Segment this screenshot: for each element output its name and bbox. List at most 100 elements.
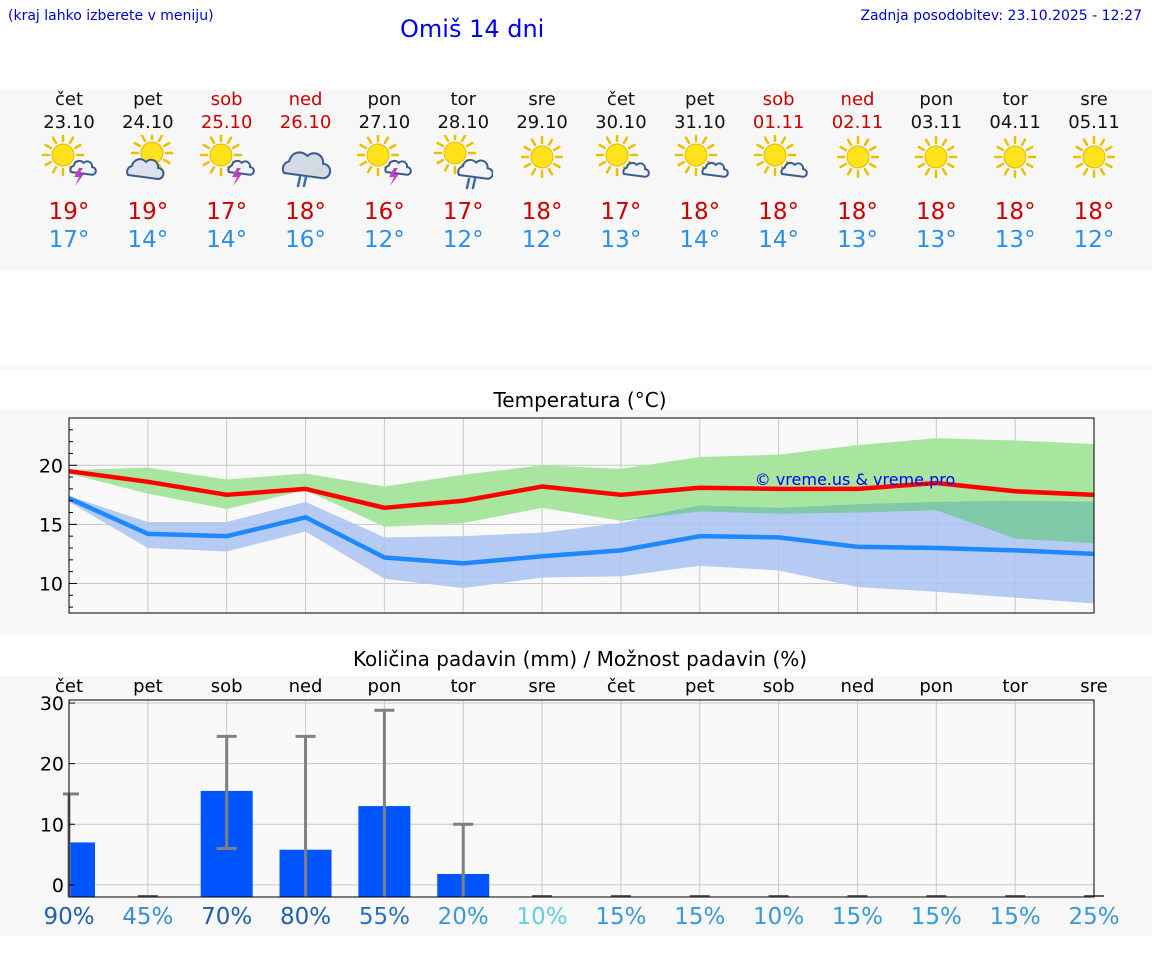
precipitation-chart: čet pet sob ned pon tor sre čet pet sob ned pon tor s… (40, 676, 1108, 898)
max-temp: 18° (679, 199, 721, 225)
category-label: sob (763, 676, 795, 697)
max-temp: 18° (837, 199, 878, 225)
day-name: tor (450, 89, 476, 110)
max-temp: 19° (48, 199, 90, 225)
sun-cloud-thunder-icon (199, 135, 255, 186)
y-tick-label: 15 (39, 514, 63, 536)
max-temp: 17° (600, 199, 642, 225)
day-name: pet (133, 89, 163, 110)
day-date: 29.10 (516, 112, 568, 133)
sun-small-cloud-icon (753, 135, 808, 178)
precip-probability: 15% (910, 904, 962, 930)
day-date: 01.11 (752, 112, 805, 133)
precip-probability: 25% (1068, 904, 1120, 930)
min-temp: 14° (758, 227, 800, 253)
watermark: © vreme.us & vreme.pro (755, 470, 956, 489)
sun-icon (520, 135, 564, 179)
max-temp: 16° (364, 199, 405, 225)
day-name: sre (1080, 89, 1108, 110)
day-date: 28.10 (437, 112, 490, 133)
min-temp: 13° (600, 227, 642, 253)
day-name: pon (919, 89, 954, 110)
min-temp: 12° (1073, 227, 1115, 253)
precip-probability: 90% (43, 904, 95, 930)
last-updated: Zadnja posodobitev: 23.10.2025 - 12:27 (860, 8, 1142, 24)
day-name: čet (606, 89, 635, 110)
day-name: tor (1002, 89, 1028, 110)
category-label: sob (211, 676, 243, 697)
precip-probability: 70% (201, 904, 253, 930)
category-label: sre (528, 676, 555, 697)
day-date: 26.10 (279, 112, 332, 133)
overlap-range-band (69, 473, 1094, 544)
precip-probability: 10% (753, 904, 805, 930)
plot-frame (68, 699, 1095, 898)
min-temp: 16° (285, 227, 326, 253)
sun-small-cloud-icon (674, 135, 729, 178)
max-temp-line (68, 468, 1095, 511)
day-name: pet (685, 89, 715, 110)
min-temp: 13° (837, 227, 878, 253)
temperature-chart: 10 15 20 © vreme.us & vreme.pro (39, 417, 1095, 614)
category-label: tor (450, 676, 476, 697)
precip-probability: 15% (674, 904, 726, 930)
sun-cloud-icon (126, 135, 174, 180)
min-temp: 12° (364, 227, 405, 253)
day-date: 27.10 (358, 112, 411, 133)
precip-probability: 55% (358, 904, 410, 930)
min-temp: 14° (127, 227, 169, 253)
sun-cloud-thunder-icon (41, 135, 97, 186)
min-temp-line (68, 496, 1095, 566)
plot-frame (68, 417, 1095, 614)
day-date: 30.10 (595, 112, 647, 133)
precip-probability: 20% (437, 904, 489, 930)
day-date: 25.10 (200, 112, 253, 133)
sun-cloud-thunder-icon (357, 135, 413, 186)
min-temp-range-band (69, 496, 1094, 604)
max-temp: 18° (285, 199, 326, 225)
day-date: 05.11 (1068, 112, 1120, 133)
category-label: sre (1080, 676, 1107, 697)
max-temp: 17° (442, 199, 484, 225)
region-menu-note[interactable]: (kraj lahko izberete v meniju) (8, 8, 214, 24)
precip-probability: 15% (595, 904, 647, 930)
category-label: pet (685, 676, 715, 697)
divider (0, 365, 1152, 370)
category-label: pet (133, 676, 163, 697)
day-date: 23.10 (43, 112, 95, 133)
category-label: ned (841, 676, 875, 697)
max-temp: 19° (127, 199, 169, 225)
precip-probability: 15% (989, 904, 1041, 930)
day-name: ned (288, 89, 323, 110)
day-date: 31.10 (674, 112, 726, 133)
category-label: ned (289, 676, 323, 697)
sun-cloud-rain-icon (434, 135, 494, 190)
min-temp: 14° (206, 227, 248, 253)
day-name: sre (528, 89, 556, 110)
y-tick-label: 30 (40, 693, 64, 715)
precip-bar (69, 842, 95, 897)
category-label: pon (367, 676, 401, 697)
min-temp: 12° (442, 227, 484, 253)
day-name: sob (762, 89, 795, 110)
day-name: čet (54, 89, 84, 110)
temperature-chart-title: Temperatura (°C) (493, 388, 667, 412)
y-tick-label: 20 (40, 754, 64, 776)
day-date: 24.10 (122, 112, 174, 133)
min-temp: 17° (48, 227, 90, 253)
day-name: pon (367, 89, 402, 110)
category-label: čet (55, 676, 83, 697)
sun-icon (915, 135, 958, 179)
sun-icon (993, 135, 1037, 179)
category-label: tor (1002, 676, 1028, 697)
precip-probability: 45% (122, 904, 174, 930)
day-date: 04.11 (989, 112, 1041, 133)
min-temp: 13° (994, 227, 1036, 253)
day-date: 02.11 (831, 112, 884, 133)
min-temp: 13° (915, 227, 957, 253)
max-temp: 17° (206, 199, 248, 225)
sun-icon (1072, 135, 1116, 179)
precipitation-chart-title: Količina padavin (mm) / Možnost padavin … (352, 647, 808, 671)
page-title: Omiš 14 dni (400, 15, 545, 43)
category-label: čet (607, 676, 635, 697)
